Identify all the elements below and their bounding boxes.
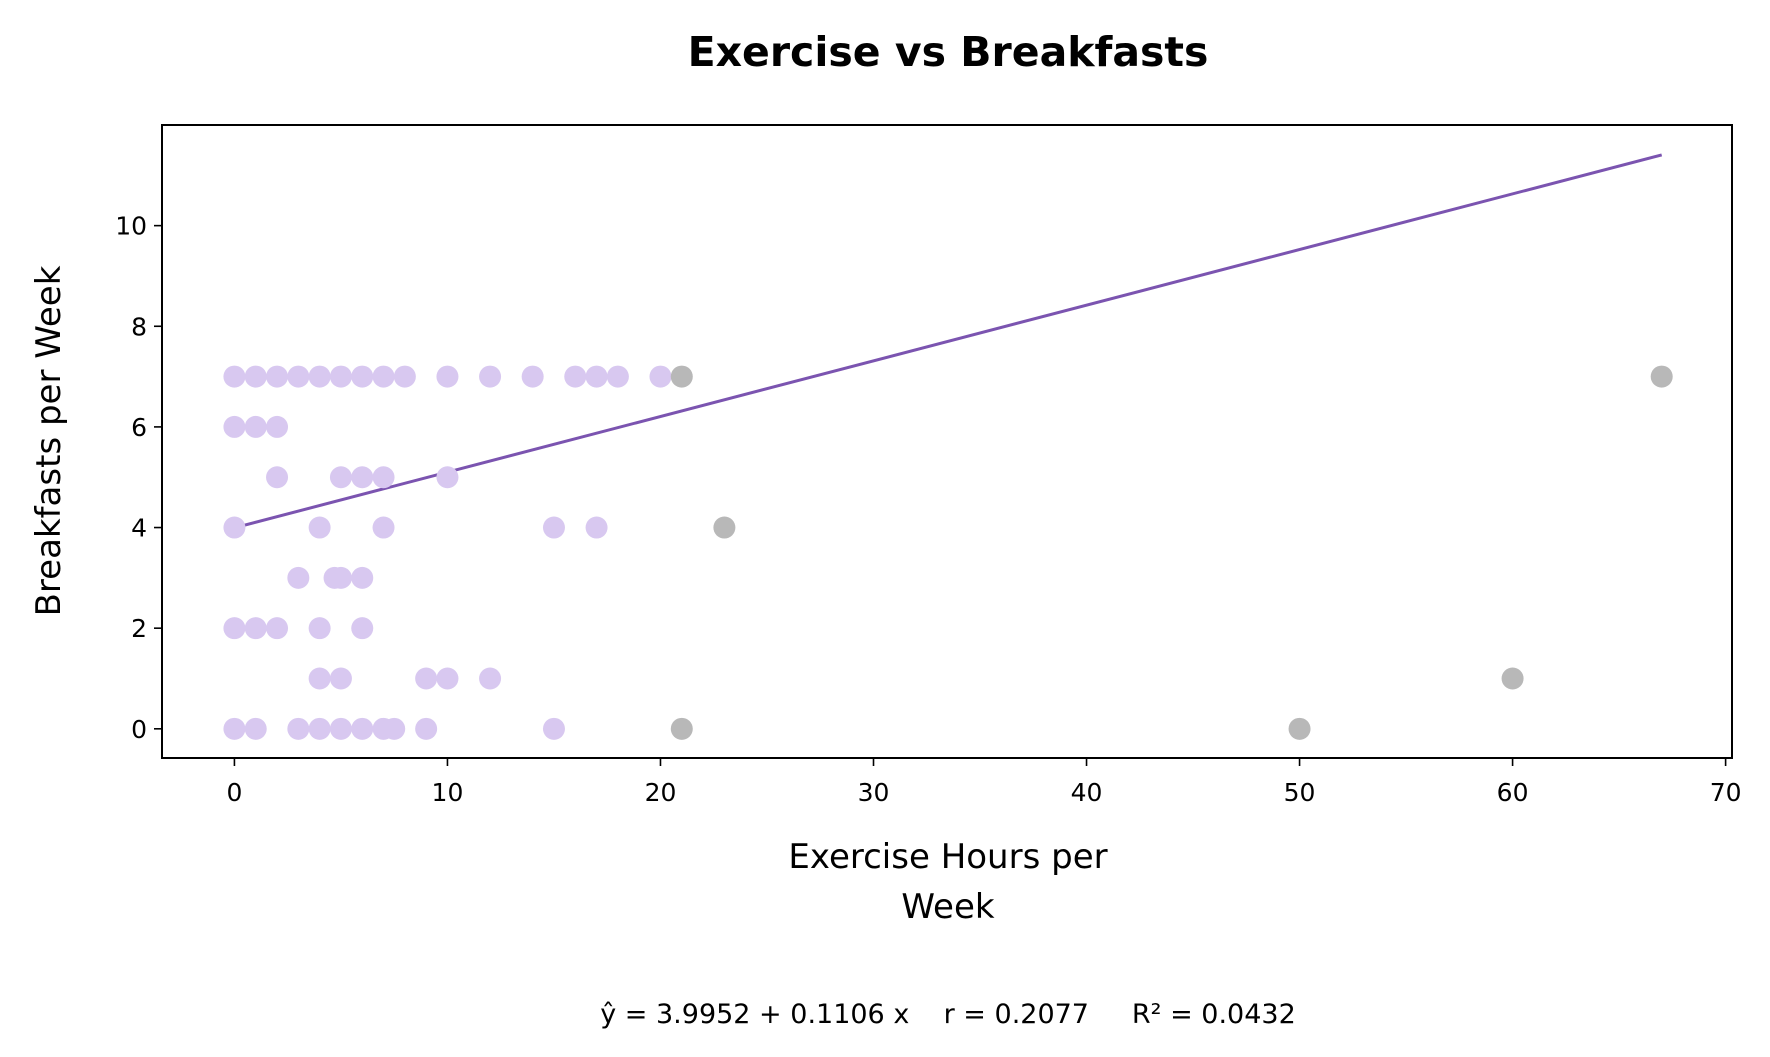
data-point: [287, 566, 310, 589]
data-point: [329, 365, 352, 388]
y-tick-label: 4: [131, 514, 147, 543]
data-point: [542, 516, 565, 539]
data-point: [266, 617, 289, 640]
data-point: [223, 415, 246, 438]
x-tick-label: 70: [1710, 778, 1742, 807]
data-point: [266, 365, 289, 388]
y-tick-label: 6: [131, 413, 147, 442]
data-point: [329, 566, 352, 589]
data-point: [351, 566, 374, 589]
x-axis-label-line-2: Week: [901, 887, 994, 927]
x-tick-label: 50: [1284, 778, 1316, 807]
y-tick-label: 0: [131, 715, 147, 744]
data-point: [308, 667, 331, 690]
data-point: [329, 667, 352, 690]
data-point: [308, 365, 331, 388]
data-point: [351, 365, 374, 388]
data-point: [308, 516, 331, 539]
data-point: [244, 415, 267, 438]
data-point: [329, 717, 352, 740]
data-point: [308, 717, 331, 740]
x-axis-label-line-1: Exercise Hours per: [788, 837, 1107, 877]
x-tick-label: 40: [1071, 778, 1103, 807]
data-point: [244, 617, 267, 640]
outlier-point: [1650, 365, 1673, 388]
data-point: [436, 466, 459, 489]
points-layer: [223, 365, 1673, 740]
y-axis-label: Breakfasts per Week: [29, 265, 69, 616]
data-point: [223, 365, 246, 388]
chart-title: Exercise vs Breakfasts: [688, 28, 1209, 76]
fit-layer: [234, 153, 1663, 530]
outlier-point: [1288, 717, 1311, 740]
data-point: [372, 365, 395, 388]
regression-annotation: ŷ = 3.9952 + 0.1106 x r = 0.2077 R² = 0.…: [600, 999, 1296, 1030]
data-point: [351, 466, 374, 489]
data-point: [266, 466, 289, 489]
data-point: [223, 617, 246, 640]
data-point: [479, 365, 502, 388]
data-point: [351, 617, 374, 640]
x-tick-label: 20: [645, 778, 677, 807]
data-point: [223, 717, 246, 740]
data-point: [383, 717, 406, 740]
x-tick-label: 30: [858, 778, 890, 807]
y-tick-label: 8: [131, 312, 147, 341]
data-point: [223, 516, 246, 539]
outlier-point: [670, 365, 693, 388]
outlier-point: [713, 516, 736, 539]
data-point: [436, 365, 459, 388]
data-point: [606, 365, 629, 388]
data-point: [649, 365, 672, 388]
data-point: [244, 365, 267, 388]
x-axis: 0 10 20 30 40 50 60 70: [226, 758, 1742, 807]
data-point: [393, 365, 416, 388]
data-point: [521, 365, 544, 388]
plot-frame: [161, 124, 1733, 759]
data-point: [266, 415, 289, 438]
data-point: [415, 717, 438, 740]
data-point: [415, 667, 438, 690]
data-point: [585, 365, 608, 388]
x-tick-label: 60: [1497, 778, 1529, 807]
data-point: [329, 466, 352, 489]
outlier-point: [670, 717, 693, 740]
data-point: [308, 617, 331, 640]
data-point: [542, 717, 565, 740]
data-point: [585, 516, 608, 539]
data-point: [564, 365, 587, 388]
data-point: [287, 717, 310, 740]
data-point: [436, 667, 459, 690]
x-tick-label: 0: [226, 778, 242, 807]
plot-area: [161, 124, 1733, 759]
outlier-point: [1501, 667, 1524, 690]
data-point: [372, 466, 395, 489]
y-axis: 0 2 4 6 8 10: [115, 212, 162, 744]
data-point: [351, 717, 374, 740]
x-tick-label: 10: [432, 778, 464, 807]
y-tick-label: 10: [115, 212, 147, 241]
data-point: [287, 365, 310, 388]
y-tick-label: 2: [131, 614, 147, 643]
regression-line: [234, 153, 1663, 530]
data-point: [244, 717, 267, 740]
data-point: [372, 516, 395, 539]
data-point: [479, 667, 502, 690]
